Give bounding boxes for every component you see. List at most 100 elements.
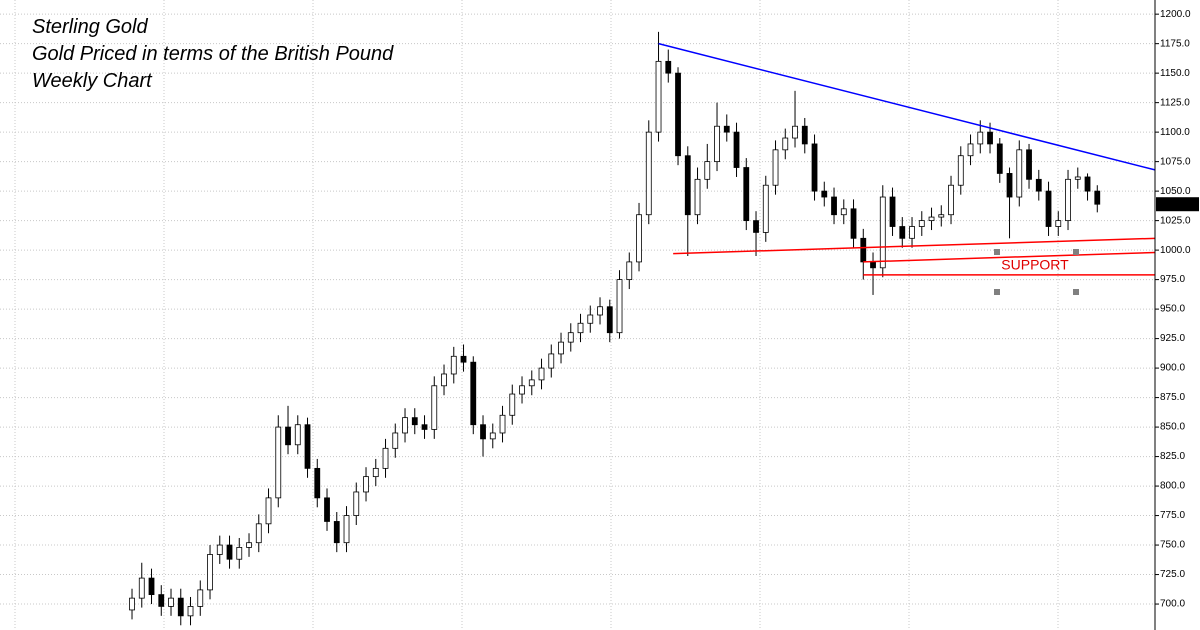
y-tick-label: 1125.0	[1160, 97, 1190, 108]
candle-body	[811, 143, 818, 192]
candle-body	[363, 476, 369, 493]
candle-body	[792, 125, 798, 139]
candle-body	[957, 155, 964, 186]
candle-body	[314, 467, 321, 499]
subtitle: Gold Priced in terms of the British Poun…	[32, 43, 394, 65]
candle-body	[577, 322, 584, 334]
trendlines	[658, 42, 1156, 276]
trendline	[658, 42, 1156, 171]
candle-body	[138, 577, 145, 599]
candle-body	[636, 214, 642, 263]
candle-body	[480, 424, 486, 440]
candles	[129, 31, 1101, 626]
y-tick-label: 1175.0	[1160, 38, 1190, 49]
candle-body	[831, 196, 837, 216]
candle-body	[597, 306, 603, 316]
candle-body	[762, 184, 769, 233]
candle-body	[938, 214, 945, 218]
candle-body	[353, 491, 360, 516]
last-price-box	[1156, 197, 1199, 212]
candle-body	[889, 196, 896, 227]
y-tick-label: 800.0	[1160, 481, 1185, 492]
candle-body	[246, 542, 252, 548]
candle-body	[431, 385, 438, 430]
candle-body	[528, 379, 535, 387]
candle-body	[197, 589, 204, 607]
candle-body	[1055, 220, 1062, 227]
marker	[1073, 289, 1079, 295]
candle-body	[226, 544, 233, 560]
candle-body	[470, 361, 477, 426]
y-tick-label: 950.0	[1160, 304, 1185, 315]
y-tick-label: 775.0	[1160, 510, 1185, 521]
candle-body	[616, 279, 623, 334]
candle-body	[753, 220, 759, 233]
candle-body	[694, 178, 701, 216]
trendline	[863, 251, 1156, 263]
candle-body	[1074, 176, 1081, 180]
candle-body	[548, 353, 555, 369]
candle-body	[645, 131, 652, 216]
candle-body	[567, 332, 574, 343]
candle-body	[265, 497, 272, 525]
candle-body	[333, 521, 340, 544]
annotation: SUPPORT	[1001, 257, 1069, 273]
candle-body	[918, 220, 925, 227]
candle-body	[236, 547, 243, 560]
candle-body	[148, 577, 155, 596]
candle-body	[177, 597, 184, 617]
candle-body	[255, 523, 262, 544]
candle-body	[772, 149, 779, 186]
candle-body	[450, 355, 457, 375]
candle-body	[216, 544, 223, 555]
candle-body	[626, 261, 633, 281]
last-price-label: 1038.9	[1159, 199, 1190, 210]
candle-body	[1016, 149, 1023, 198]
candle-body	[870, 261, 876, 269]
candle-body	[421, 424, 428, 430]
candle-body	[558, 341, 564, 355]
candle-body	[538, 367, 545, 381]
candle-body	[801, 125, 808, 145]
y-tick-label: 975.0	[1160, 274, 1185, 285]
candle-body	[129, 597, 135, 611]
candle-body	[489, 432, 496, 440]
candle-body	[275, 426, 282, 499]
trendline	[673, 237, 1156, 255]
candle-body	[382, 447, 389, 469]
y-tick-label: 1200.0	[1160, 9, 1191, 20]
candle-body	[509, 393, 516, 416]
candle-body	[606, 306, 613, 334]
candle-body	[587, 314, 594, 324]
candle-body	[684, 155, 691, 216]
y-tick-label: 875.0	[1160, 392, 1185, 403]
candle-body	[665, 60, 672, 74]
candle-body	[519, 385, 525, 395]
candle-body	[704, 161, 711, 180]
marker	[994, 249, 1000, 255]
candle-body	[948, 184, 954, 216]
candle-body	[723, 125, 730, 133]
candle-body	[850, 208, 857, 239]
y-tick-label: 1100.0	[1160, 127, 1190, 138]
y-axis: 700.0 725.0 750.0 775.0 800.0 825.0 850.0 875.0…	[1155, 9, 1199, 610]
candle-body	[879, 196, 886, 269]
candle-body	[207, 554, 213, 591]
y-tick-label: 900.0	[1160, 363, 1185, 374]
candle-body	[655, 60, 662, 133]
marker	[1073, 249, 1079, 255]
candle-body	[402, 417, 408, 434]
y-tick-label: 1000.0	[1160, 245, 1191, 256]
candle-body	[743, 167, 750, 222]
candle-body	[733, 131, 740, 168]
candle-body	[840, 208, 847, 216]
candle-body	[294, 424, 301, 446]
candle-body	[460, 355, 467, 363]
candle-body	[987, 131, 993, 145]
candle-body	[1065, 178, 1071, 222]
candle-body	[782, 137, 789, 151]
candle-body	[411, 417, 418, 426]
title: Sterling Gold	[32, 16, 148, 38]
candle-body	[372, 467, 379, 478]
candle-body	[1006, 173, 1013, 198]
